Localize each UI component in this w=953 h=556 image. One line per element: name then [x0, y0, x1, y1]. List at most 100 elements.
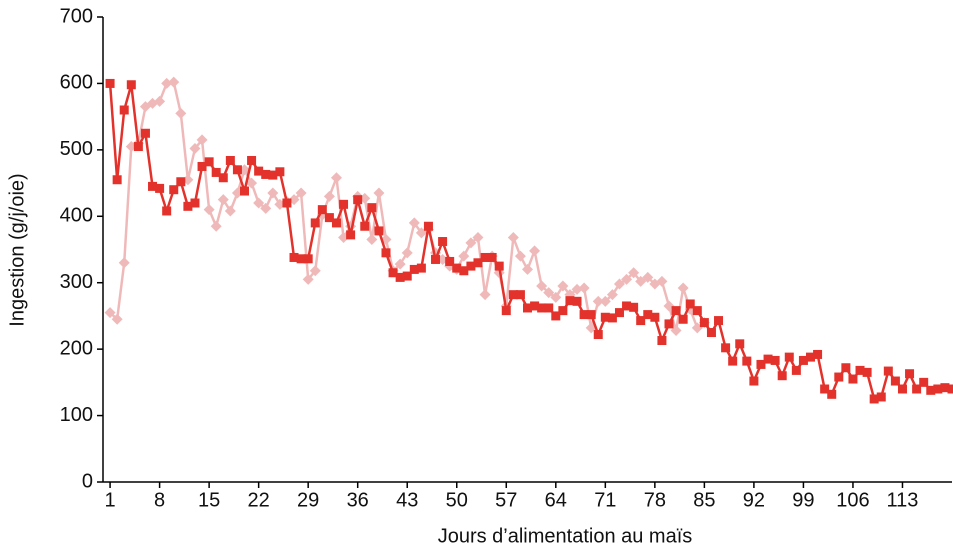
point [777, 371, 787, 381]
point [140, 128, 150, 138]
point [522, 263, 533, 275]
point [133, 142, 143, 152]
point [211, 167, 221, 177]
y-tick-label: 500 [60, 138, 93, 160]
point [523, 303, 532, 313]
point [947, 384, 953, 394]
y-tick-label: 200 [60, 337, 93, 359]
point [622, 301, 632, 311]
point [876, 392, 886, 402]
point [571, 283, 583, 295]
point [458, 250, 470, 262]
point [820, 384, 830, 394]
point [635, 275, 647, 287]
point [550, 291, 562, 303]
point [699, 318, 709, 328]
point [210, 220, 222, 232]
point [677, 282, 689, 294]
point [161, 77, 173, 89]
x-tick-label: 8 [154, 489, 165, 511]
point [309, 265, 321, 277]
point [650, 312, 660, 322]
point [112, 175, 122, 185]
point [190, 198, 200, 208]
point [678, 314, 688, 324]
point [197, 161, 207, 171]
point [224, 205, 236, 217]
point [240, 186, 249, 196]
point [607, 313, 617, 323]
point [423, 221, 433, 231]
point [536, 280, 548, 292]
point [176, 177, 186, 187]
point [834, 372, 844, 382]
point [217, 194, 229, 206]
point [721, 343, 731, 353]
x-tick-label: 64 [545, 489, 567, 511]
point [169, 185, 179, 195]
point [806, 352, 815, 362]
point [104, 307, 116, 319]
point [578, 282, 590, 294]
point [565, 296, 575, 306]
y-tick-label: 0 [82, 470, 93, 492]
point [841, 363, 851, 373]
point [507, 232, 519, 244]
point [445, 256, 455, 266]
point [671, 306, 681, 316]
point [330, 172, 342, 184]
point [196, 134, 208, 146]
point [267, 187, 279, 199]
point [784, 352, 794, 362]
point [346, 230, 356, 240]
point [557, 280, 569, 292]
point [940, 383, 950, 393]
point [275, 167, 285, 177]
point [401, 247, 413, 259]
point [862, 367, 872, 377]
point [317, 205, 327, 215]
point [302, 273, 314, 285]
x-tick-label: 92 [743, 489, 765, 511]
point [183, 201, 193, 211]
point [529, 245, 541, 257]
point [402, 271, 412, 281]
y-axis-label: Ingestion (g/j/oie) [6, 173, 28, 326]
point [848, 374, 858, 384]
point [204, 157, 214, 167]
x-tick-label: 71 [594, 489, 616, 511]
point [919, 377, 929, 387]
point [606, 289, 618, 301]
point [162, 206, 172, 216]
point [218, 173, 228, 183]
point [416, 263, 426, 273]
y-tick-label: 600 [60, 72, 93, 94]
point [459, 266, 469, 276]
point [303, 254, 313, 264]
point [148, 181, 158, 191]
point [515, 290, 525, 300]
point [749, 376, 759, 386]
point [232, 165, 242, 175]
point [855, 365, 865, 375]
point [558, 306, 568, 316]
point [613, 278, 625, 290]
point [883, 366, 893, 376]
point [827, 389, 837, 399]
y-tick-label: 700 [60, 5, 93, 27]
x-tick-label: 113 [887, 489, 919, 511]
point [296, 254, 306, 264]
point [247, 155, 257, 165]
point [374, 226, 384, 236]
point [897, 384, 907, 394]
point [126, 80, 136, 90]
point [246, 177, 258, 189]
point [472, 232, 484, 244]
point [353, 195, 363, 205]
point [409, 264, 419, 274]
point [155, 183, 165, 193]
point [260, 202, 272, 214]
point [501, 306, 511, 316]
point [592, 295, 604, 307]
point [735, 339, 745, 349]
